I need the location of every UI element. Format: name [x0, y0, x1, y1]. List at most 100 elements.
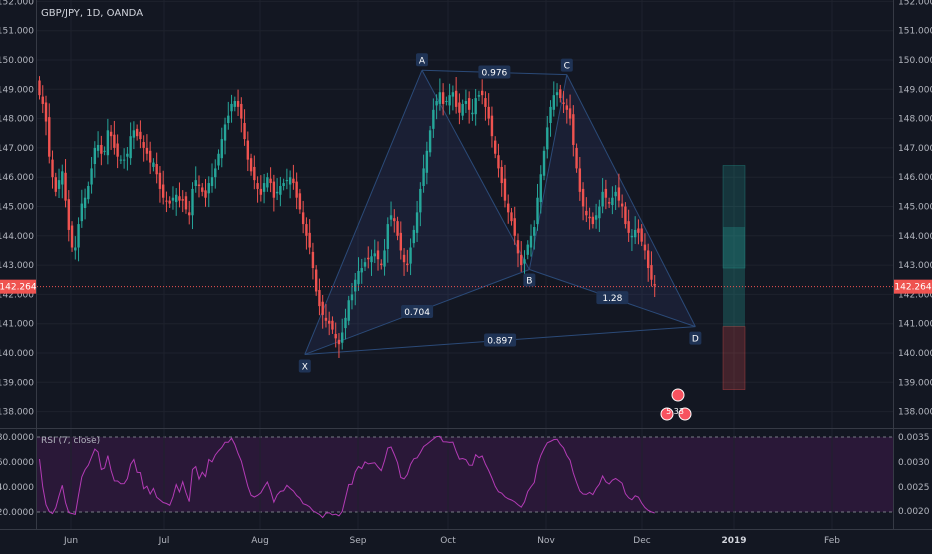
candle-body — [129, 136, 132, 159]
price-tick-label: 140.000 — [0, 349, 34, 359]
candle-body — [354, 279, 357, 292]
candle-body — [272, 181, 276, 198]
candle-body — [585, 210, 588, 216]
left-price-axis[interactable]: 152.000 151.000 150.000 149.000 148.000 147.0… — [0, 0, 34, 418]
rsi-vertical-grid — [70, 429, 833, 529]
candle-body — [262, 183, 266, 192]
candle-body — [178, 196, 181, 201]
candle-body — [620, 203, 624, 207]
position-target-zone — [722, 165, 746, 269]
pattern-point-a-box — [415, 53, 428, 67]
candle-body — [113, 134, 116, 148]
candle-body — [100, 144, 103, 154]
rsi-right-tick-label: 0.0020 — [898, 507, 930, 517]
rsi-pane[interactable]: RSI (7, close) — [37, 429, 893, 529]
time-axis[interactable]: Jun Jul Aug Sep Oct Nov Dec 2019 Feb — [63, 536, 840, 546]
rsi-title: RSI (7, close) — [41, 436, 100, 446]
candle-body — [41, 96, 44, 104]
pattern-ratio-xd-box — [484, 333, 517, 347]
price-tick-label: 142.000 — [898, 290, 932, 300]
candle-body — [161, 184, 165, 198]
price-pane[interactable]: X A B C D 0.976 0.704 1.28 0.897 5 33 GBP/JPY, 1… — [0, 0, 893, 428]
candle-body — [484, 98, 487, 107]
candle-body — [217, 153, 220, 166]
rsi-right-axis[interactable]: 0.0035 0.0030 0.0025 0.0020 — [898, 433, 930, 517]
candle-body — [425, 150, 429, 173]
candle-body — [617, 187, 621, 201]
pattern-point-d-box — [689, 331, 702, 345]
candle-body — [477, 95, 481, 97]
candle-body — [106, 130, 110, 156]
candle-body — [581, 188, 585, 207]
candle-body — [259, 188, 263, 195]
candle-body — [233, 101, 236, 107]
candle-body — [191, 188, 194, 216]
long-position-tool[interactable] — [722, 165, 746, 390]
price-tick-label: 151.000 — [898, 27, 932, 37]
candle-body — [503, 178, 507, 201]
pattern-ratio-ac-box — [478, 65, 511, 79]
candle-body — [74, 247, 77, 251]
candle-body — [490, 115, 494, 137]
candle-body — [64, 172, 67, 201]
time-axis-label: Feb — [824, 536, 840, 546]
event-badge-dot[interactable] — [678, 407, 692, 421]
candle-body — [422, 168, 425, 186]
candle-body — [461, 103, 464, 116]
event-badge[interactable]: 5 33 — [660, 388, 692, 421]
candle-body — [568, 108, 572, 119]
pattern-point-d: D — [692, 335, 699, 345]
candlestick-series — [38, 76, 656, 358]
candle-body — [135, 128, 139, 137]
candle-body — [188, 212, 191, 216]
harmonic-pattern-labels: X A B C D 0.976 0.704 1.28 0.897 — [298, 53, 702, 373]
candle-body — [337, 339, 341, 345]
candle-body — [246, 140, 250, 160]
candle-body — [109, 131, 113, 137]
price-tick-label: 140.000 — [898, 349, 932, 359]
candle-body — [132, 130, 136, 138]
pattern-point-c-box — [560, 58, 573, 72]
event-badge-dot[interactable] — [671, 388, 685, 402]
time-axis-label: 2019 — [721, 536, 746, 546]
candle-body — [168, 200, 171, 204]
candle-body — [83, 197, 87, 208]
candle-body — [370, 256, 373, 263]
candle-body — [152, 162, 155, 167]
pattern-leg-line — [304, 70, 423, 355]
candle-body — [552, 95, 555, 110]
candle-body — [406, 263, 409, 266]
candle-body — [633, 229, 637, 238]
candle-body — [533, 227, 536, 236]
pattern-point-b-box — [523, 273, 536, 287]
candle-body — [282, 183, 285, 186]
rsi-tick-label: 80.0000 — [0, 433, 34, 443]
candle-body — [207, 183, 210, 194]
candle-body — [103, 150, 106, 152]
candle-body — [298, 193, 302, 210]
price-tick-label: 144.000 — [0, 232, 34, 242]
candle-body — [614, 191, 617, 197]
rsi-left-axis[interactable]: 80.0000 60.0000 40.0000 20.0000 — [0, 433, 34, 518]
candle-body — [269, 178, 272, 184]
price-tick-label: 152.000 — [0, 0, 34, 7]
candle-body — [90, 168, 93, 185]
candle-body — [393, 218, 396, 222]
candle-body — [643, 244, 647, 251]
candle-body — [165, 200, 168, 202]
price-tick-label: 147.000 — [898, 144, 932, 154]
candle-body — [93, 147, 97, 165]
candle-body — [445, 101, 448, 103]
candle-body — [292, 178, 295, 184]
candle-body — [578, 168, 582, 192]
candle-body — [321, 301, 324, 315]
price-tick-label: 149.000 — [0, 85, 34, 95]
candle-body — [126, 153, 129, 157]
candle-body — [575, 147, 578, 169]
price-tick-label: 148.000 — [898, 115, 932, 125]
candle-body — [367, 257, 370, 260]
right-price-axis[interactable]: 152.000 151.000 150.000 149.000 148.000 147.0… — [898, 0, 932, 418]
event-badge-dot[interactable] — [660, 407, 674, 421]
candle-body — [201, 187, 204, 192]
